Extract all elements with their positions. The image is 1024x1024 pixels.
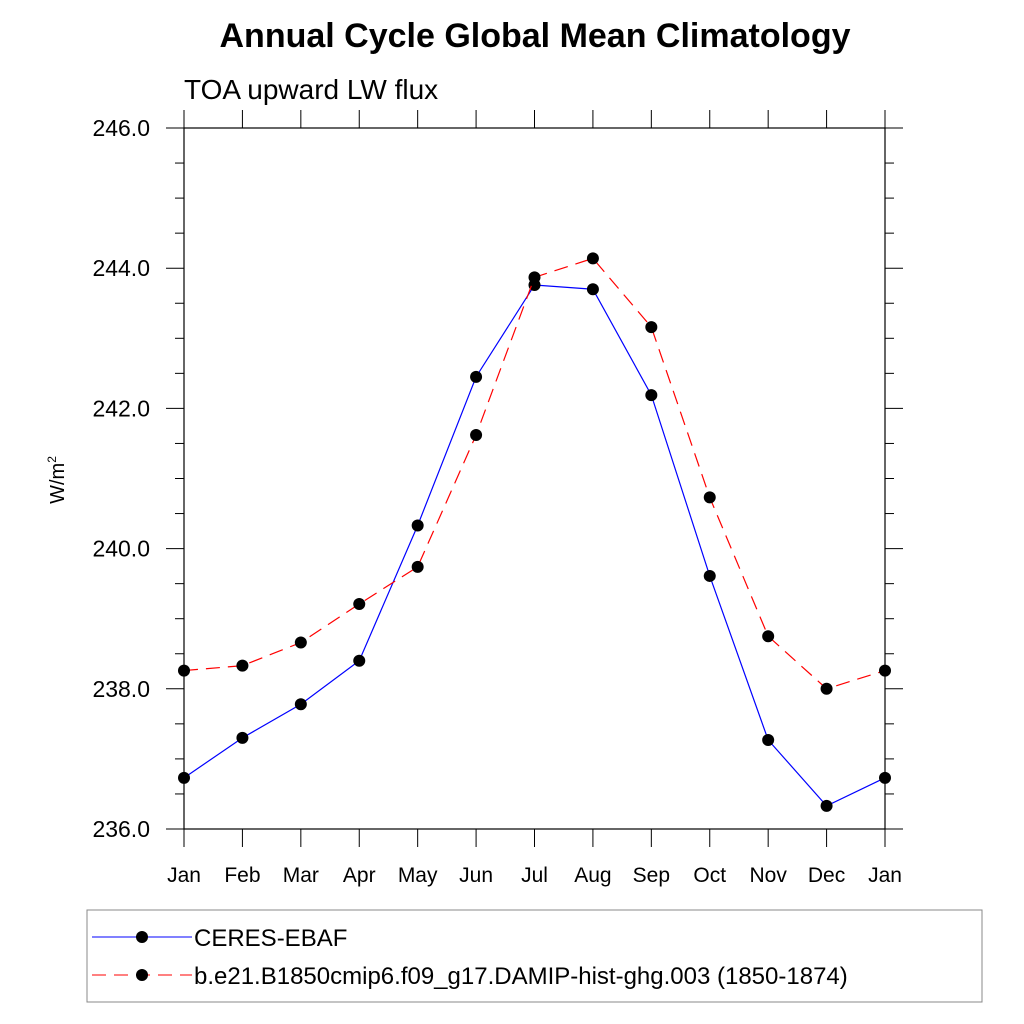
- data-point-model: [820, 682, 833, 695]
- data-point-model: [294, 636, 307, 649]
- legend: CERES-EBAF b.e21.B1850cmip6.f09_g17.DAMI…: [86, 909, 983, 1003]
- x-tick-label: May: [398, 864, 438, 887]
- data-point-model: [178, 664, 190, 677]
- y-tick-label: 240.0: [92, 536, 150, 562]
- x-tick-label: Dec: [808, 864, 845, 887]
- y-tick-label: 236.0: [92, 816, 150, 842]
- chart-subtitle: TOA upward LW flux: [184, 74, 438, 105]
- legend-box: [86, 909, 983, 1003]
- legend-label-model: b.e21.B1850cmip6.f09_g17.DAMIP-hist-ghg.…: [194, 963, 848, 990]
- data-point-ceres: [178, 771, 190, 784]
- data-point-ceres: [236, 731, 249, 744]
- data-point-ceres: [586, 283, 599, 296]
- chart-title: Annual Cycle Global Mean Climatology: [220, 17, 851, 55]
- x-tick-label: Jan: [868, 864, 902, 887]
- x-tick-label: Jan: [167, 864, 201, 887]
- data-point-model: [528, 271, 541, 284]
- plot-frame: [183, 127, 886, 830]
- series-line-ceres: [183, 284, 886, 807]
- data-point-ceres: [353, 654, 366, 667]
- legend-label-ceres: CERES-EBAF: [194, 925, 347, 952]
- series-line-model: [183, 257, 886, 690]
- x-tick-label: Mar: [283, 864, 319, 887]
- x-tick-label: Oct: [693, 864, 726, 887]
- legend-marker-model: [136, 969, 148, 981]
- x-tick-label: Feb: [224, 864, 260, 887]
- data-point-model: [236, 659, 249, 672]
- data-point-ceres: [820, 799, 833, 812]
- y-axis-label-sup: 2: [45, 456, 59, 463]
- data-point-ceres: [294, 698, 307, 711]
- data-point-model: [703, 491, 716, 504]
- x-tick-label: Jun: [459, 864, 493, 887]
- data-point-ceres: [411, 519, 424, 532]
- data-point-model: [879, 664, 891, 677]
- data-point-model: [470, 429, 483, 442]
- data-point-ceres: [470, 370, 483, 383]
- x-tick-label: Jul: [521, 864, 548, 887]
- data-point-model: [411, 560, 424, 573]
- y-tick-label: 246.0: [92, 115, 150, 141]
- x-tick-label: Sep: [633, 864, 670, 887]
- data-point-ceres: [703, 569, 716, 582]
- y-tick-label: 244.0: [92, 255, 150, 281]
- data-point-model: [353, 597, 366, 610]
- y-axis-label-base: W/m: [47, 463, 69, 504]
- data-point-ceres: [762, 733, 775, 746]
- x-tick-label: Aug: [574, 864, 611, 887]
- data-point-ceres: [645, 389, 658, 402]
- data-point-ceres: [879, 771, 891, 784]
- y-axis-label: W/m2: [45, 456, 69, 504]
- data-point-model: [586, 252, 599, 265]
- y-tick-label: 242.0: [92, 395, 150, 421]
- y-tick-label: 238.0: [92, 676, 150, 702]
- x-tick-label: Apr: [343, 864, 376, 887]
- data-point-model: [762, 630, 775, 643]
- data-point-model: [645, 321, 658, 334]
- x-tick-label: Nov: [749, 864, 787, 887]
- legend-marker-ceres: [136, 931, 148, 943]
